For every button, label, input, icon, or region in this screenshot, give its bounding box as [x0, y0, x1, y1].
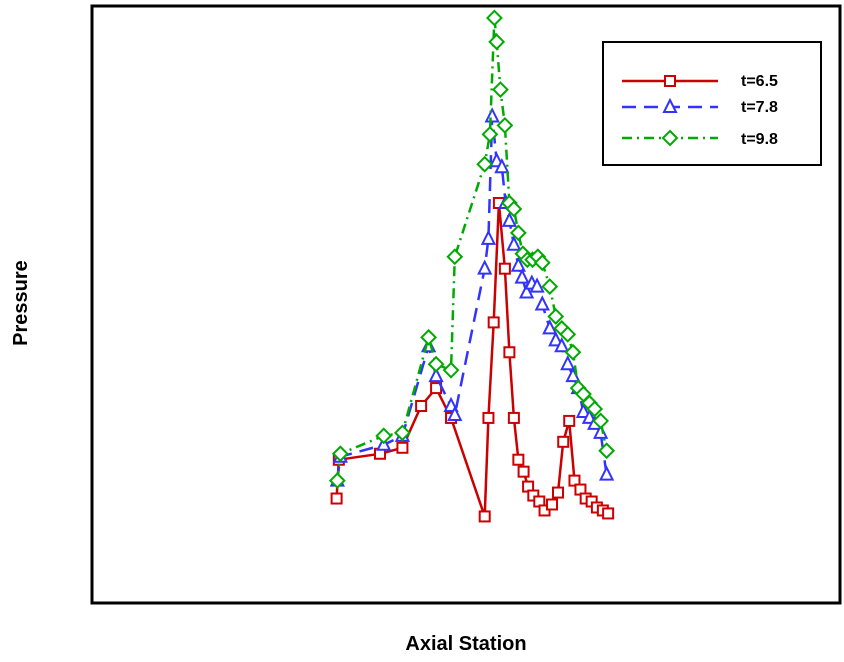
series-3-point-8 — [446, 248, 464, 266]
y-axis-title: Pressure — [10, 260, 32, 346]
series-layer — [328, 9, 616, 523]
legend-label-2: t=7.8 — [741, 99, 778, 116]
series-3-point-12 — [488, 33, 506, 51]
series-1-point-16 — [517, 465, 530, 478]
series-2-point-8 — [447, 405, 463, 421]
series-2-point-6 — [428, 366, 444, 383]
series-3-point-23 — [541, 278, 559, 296]
series-3-point-6 — [427, 355, 445, 373]
series-1-point-8 — [478, 510, 491, 523]
series-2-point-25 — [554, 337, 570, 353]
series-2-point-22 — [534, 295, 550, 311]
series-3-point-10 — [481, 125, 499, 143]
series-1-point-31 — [602, 507, 615, 520]
series-2-point-29 — [575, 402, 592, 418]
series-2-point-11 — [484, 107, 500, 123]
series-3-point-26 — [559, 325, 577, 343]
series-1-point-1 — [330, 492, 343, 505]
series-3-point-4 — [394, 424, 411, 442]
series-3-point-17 — [509, 224, 527, 242]
series-2-point-9 — [477, 259, 493, 275]
legend: t=6.5 t=7.8 t=9.8 — [602, 41, 822, 166]
series-3-point-5 — [420, 328, 438, 346]
series-3-point-3 — [375, 427, 393, 445]
legend-marker-2 — [662, 97, 678, 113]
series-1-point-15 — [512, 453, 525, 466]
series-3-point-16 — [505, 200, 523, 218]
series-3-point-9 — [476, 155, 494, 173]
series-3-point-32 — [592, 412, 610, 430]
series-1-point-21 — [546, 498, 559, 511]
legend-marker-3 — [661, 129, 679, 147]
series-3-point-7 — [442, 361, 460, 379]
series-2-point-17 — [510, 256, 526, 272]
series-3-point-11 — [486, 9, 503, 27]
series-3-point-1 — [328, 472, 346, 490]
series-3-point-33 — [598, 442, 616, 460]
series-2-point-10 — [480, 229, 497, 245]
legend-label-1: t=6.5 — [741, 73, 778, 90]
series-2-point-19 — [518, 283, 535, 299]
series-2-point-33 — [599, 465, 615, 481]
series-1-point-12 — [498, 262, 511, 275]
series-2-point-18 — [514, 268, 530, 284]
series-2-point-16 — [506, 235, 522, 251]
series-3-point-31 — [586, 400, 604, 418]
series-3-point-13 — [491, 81, 509, 98]
series-2-point-15 — [501, 211, 518, 227]
series-2-point-13 — [494, 157, 510, 174]
series-2-point-26 — [560, 354, 576, 371]
series-3-point-22 — [533, 254, 551, 272]
series-2-point-21 — [529, 277, 545, 293]
legend-box — [602, 41, 822, 166]
series-1-point-5 — [415, 399, 428, 412]
series-2-point-23 — [542, 319, 558, 335]
x-axis-title: Axial Station — [405, 633, 526, 655]
series-3-point-14 — [496, 116, 514, 134]
legend-marker-1 — [664, 75, 676, 87]
series-1-point-23 — [557, 435, 570, 448]
series-3-point-24 — [547, 308, 565, 325]
series-3 — [328, 9, 616, 490]
series-3-point-2 — [331, 445, 349, 463]
series-2-point-24 — [548, 331, 564, 347]
series-1-point-9 — [482, 411, 495, 424]
series-1-point-14 — [507, 411, 520, 424]
legend-label-3: t=9.8 — [741, 131, 778, 148]
legend-entries — [622, 75, 718, 147]
series-1-point-24 — [563, 414, 576, 427]
series-1-point-13 — [503, 346, 516, 359]
series-1-point-22 — [552, 486, 565, 499]
series-3-point-27 — [564, 343, 582, 361]
series-1-point-4 — [396, 441, 409, 454]
series-1-point-10 — [487, 316, 500, 329]
